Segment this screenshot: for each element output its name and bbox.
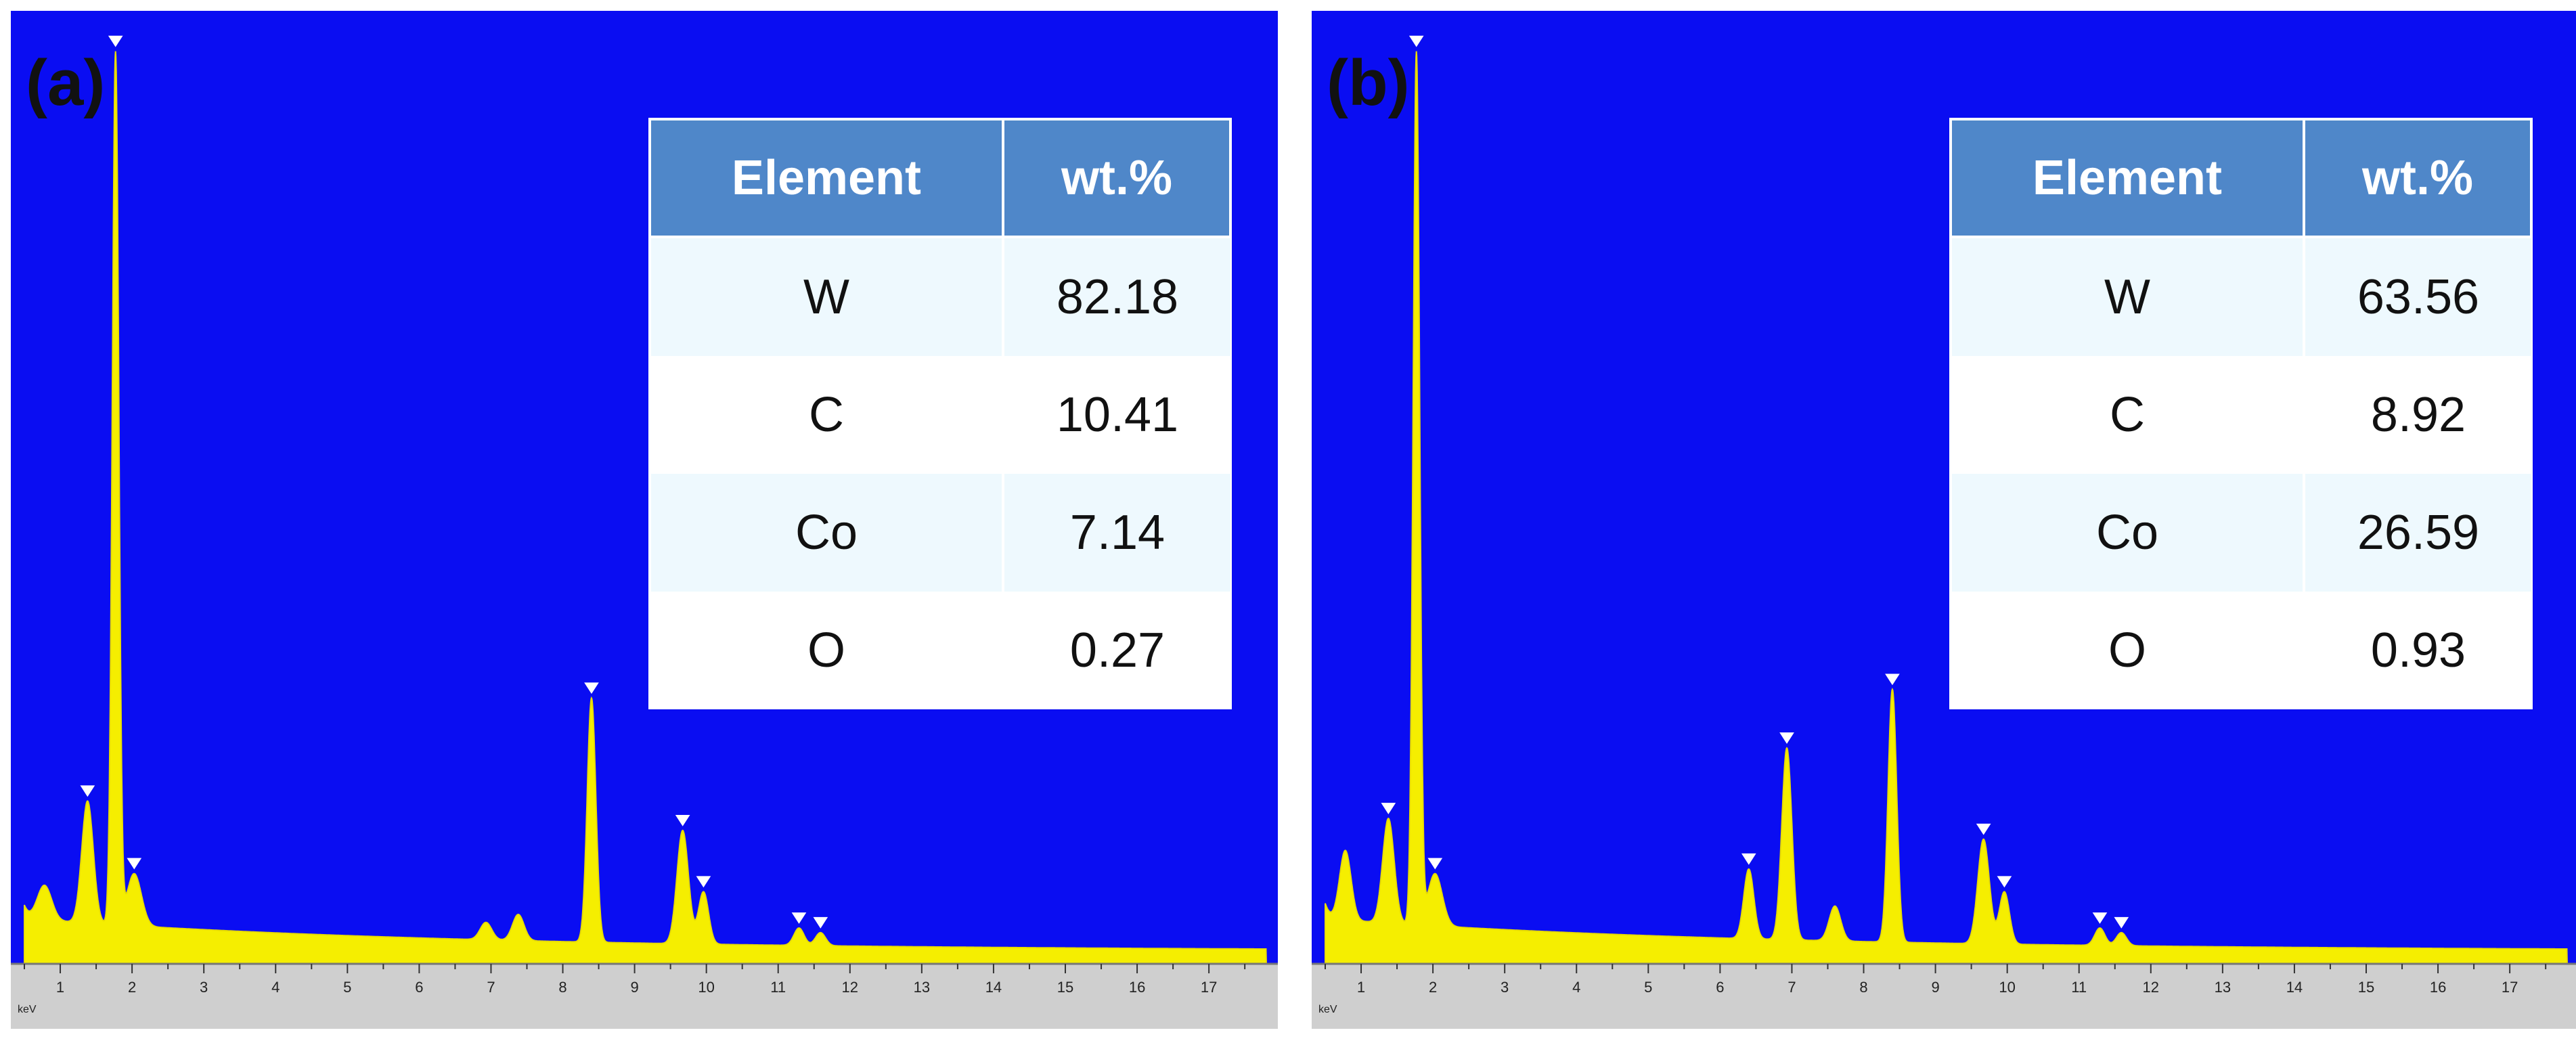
- x-tick-label: 4: [1572, 979, 1580, 996]
- spectrum-area: [24, 51, 1268, 965]
- x-tick-label: 14: [2286, 979, 2303, 996]
- header-wt-percent: wt.%: [1001, 118, 1233, 238]
- peak-marker: [675, 814, 690, 826]
- element-cell: O: [648, 592, 1003, 709]
- x-tick-label: 9: [1931, 979, 1939, 996]
- element-cell: W: [1949, 237, 2304, 356]
- x-tick-label: 3: [200, 979, 208, 996]
- element-cell: C: [1949, 356, 2304, 474]
- x-tick-label: 7: [1787, 979, 1796, 996]
- x-tick-label: 11: [770, 979, 786, 996]
- x-axis-label: keV: [1318, 1004, 1337, 1015]
- peak-marker: [1408, 35, 1424, 47]
- x-tick-label: 2: [1429, 979, 1437, 996]
- peak-marker: [791, 912, 807, 924]
- element-cell: Co: [648, 474, 1003, 592]
- x-tick-label: 12: [2143, 979, 2159, 996]
- panel-label-a: (a): [26, 47, 106, 119]
- element-cell: W: [648, 237, 1003, 356]
- x-tick-label: 8: [1859, 979, 1867, 996]
- wt-cell: 7.14: [1001, 474, 1230, 592]
- peak-marker: [1976, 823, 1991, 835]
- table-header-row: Element wt.%: [1949, 118, 2533, 238]
- x-tick-label: 16: [1129, 979, 1145, 996]
- header-element: Element: [1949, 118, 2305, 238]
- wt-cell: 8.92: [2302, 356, 2531, 474]
- panel-label-b: (b): [1327, 47, 1410, 119]
- x-tick-label: 17: [2502, 979, 2518, 996]
- x-tick-label: 2: [128, 979, 136, 996]
- wt-cell: 0.93: [2302, 592, 2531, 709]
- x-tick-label: 9: [630, 979, 638, 996]
- x-tick-label: 16: [2430, 979, 2446, 996]
- table-row: W 63.56: [1949, 237, 2531, 356]
- element-cell: O: [1949, 592, 2304, 709]
- x-tick-label: 10: [1999, 979, 2015, 996]
- table-row: W 82.18: [648, 237, 1230, 356]
- table-row: O 0.93: [1949, 592, 2531, 709]
- peak-marker: [80, 785, 95, 797]
- table-row: Co 7.14: [648, 474, 1230, 592]
- x-tick-label: 11: [2071, 979, 2087, 996]
- x-tick-label: 1: [1357, 979, 1365, 996]
- table-row: Co 26.59: [1949, 474, 2531, 592]
- wt-cell: 10.41: [1001, 356, 1230, 474]
- peak-marker: [696, 876, 711, 888]
- peak-marker: [1997, 876, 2012, 888]
- header-element: Element: [648, 118, 1004, 238]
- x-tick-label: 13: [914, 979, 930, 996]
- table-row: C 10.41: [648, 356, 1230, 474]
- x-tick-label: 5: [1644, 979, 1652, 996]
- x-axis-label: keV: [18, 1004, 37, 1015]
- peak-marker: [584, 682, 599, 694]
- spectrum-area: [1325, 51, 2569, 965]
- x-axis-strip: [1312, 964, 2576, 1029]
- x-tick-label: 6: [1716, 979, 1724, 996]
- x-tick-label: 12: [842, 979, 858, 996]
- table-header-row: Element wt.%: [648, 118, 1233, 238]
- wt-cell: 26.59: [2302, 474, 2531, 592]
- x-tick-label: 5: [343, 979, 351, 996]
- x-tick-label: 14: [985, 979, 1002, 996]
- spectrum-panel-b: 1 2 3 4 5 6 7 8 9 10 11 12 13 14 15 16 17 keV (b) Element…: [1312, 11, 2576, 1029]
- x-axis-strip: [11, 964, 1278, 1029]
- x-tick-label: 15: [2358, 979, 2374, 996]
- x-tick-label: 17: [1201, 979, 1217, 996]
- peak-marker: [1427, 858, 1443, 870]
- element-cell: C: [648, 356, 1003, 474]
- x-tick-label: 13: [2215, 979, 2231, 996]
- peak-marker: [1779, 732, 1794, 744]
- peak-marker: [2114, 916, 2129, 929]
- x-tick-label: 15: [1057, 979, 1073, 996]
- wt-cell: 82.18: [1001, 237, 1230, 356]
- table-row: C 8.92: [1949, 356, 2531, 474]
- peak-marker: [127, 858, 142, 870]
- peak-marker: [1741, 853, 1756, 865]
- peak-marker: [2092, 912, 2108, 924]
- peak-marker: [108, 35, 123, 47]
- table-row: O 0.27: [648, 592, 1230, 709]
- x-tick-label: 6: [415, 979, 423, 996]
- header-wt-percent: wt.%: [2302, 118, 2533, 238]
- peak-marker: [813, 916, 828, 929]
- peak-marker: [1885, 673, 1900, 686]
- element-cell: Co: [1949, 474, 2304, 592]
- spectrum-panel-a: 1 2 3 4 5 6 7 8 9 10 11 12 13 14 15 16 17 keV (a) Element…: [11, 11, 1278, 1029]
- x-tick-label: 10: [698, 979, 714, 996]
- x-tick-label: 1: [56, 979, 64, 996]
- peak-marker: [1381, 803, 1396, 815]
- wt-cell: 63.56: [2302, 237, 2531, 356]
- composition-table-b: Element wt.% W 63.56 C 8.92 Co 26.59 O 0…: [1949, 118, 2533, 709]
- x-tick-label: 3: [1501, 979, 1509, 996]
- x-tick-label: 4: [271, 979, 280, 996]
- x-tick-label: 8: [558, 979, 567, 996]
- x-tick-label: 7: [487, 979, 495, 996]
- composition-table-a: Element wt.% W 82.18 C 10.41 Co 7.14 O 0…: [648, 118, 1233, 709]
- wt-cell: 0.27: [1001, 592, 1230, 709]
